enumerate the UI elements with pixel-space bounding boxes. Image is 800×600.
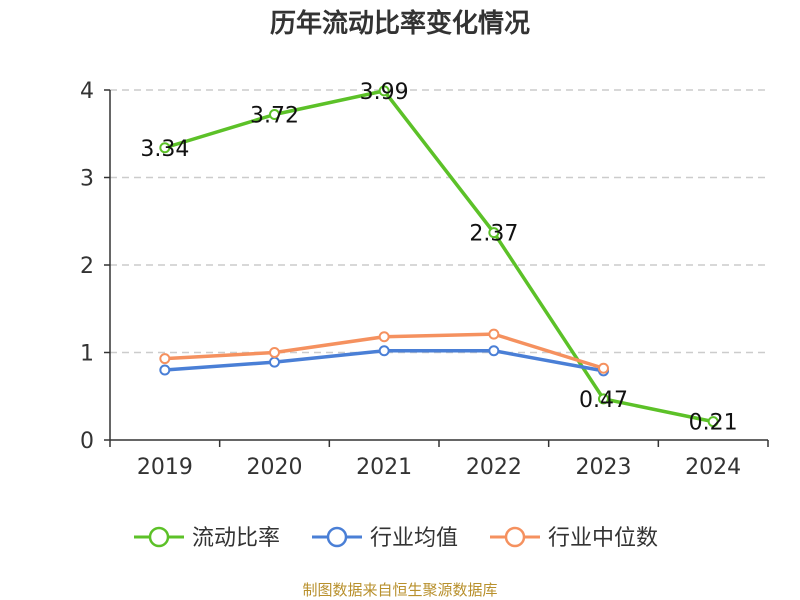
data-label: 3.72 xyxy=(250,104,299,129)
data-point[interactable] xyxy=(378,331,390,343)
data-point[interactable] xyxy=(598,362,609,374)
data-label: 2.37 xyxy=(469,222,518,247)
data-point[interactable] xyxy=(488,345,500,357)
legend-label: 行业中位数 xyxy=(548,526,658,551)
data-label: 0.47 xyxy=(579,388,628,413)
data-label: 3.34 xyxy=(140,137,189,162)
series-line-0 xyxy=(164,89,714,424)
data-point[interactable] xyxy=(159,142,171,154)
y-tick-label: 2 xyxy=(80,254,94,279)
data-point[interactable] xyxy=(269,347,280,358)
data-point[interactable] xyxy=(488,227,500,239)
data-point[interactable] xyxy=(378,345,390,357)
grid-lines xyxy=(110,89,768,354)
chart-title: 历年流动比率变化情况 xyxy=(270,8,530,39)
data-label: 0.21 xyxy=(689,411,738,436)
data-labels: 3.34 3.72 3.99 2.37 0.47 0.21 xyxy=(140,80,737,436)
y-tick-label: 3 xyxy=(80,167,94,192)
axes: 0 1 2 3 4 2019 2020 2021 2022 2023 2024 xyxy=(80,79,769,480)
data-point[interactable] xyxy=(598,393,609,405)
legend-item-0[interactable]: 流动比率 xyxy=(134,526,280,551)
legend-label: 流动比率 xyxy=(192,526,280,551)
x-tick-label: 2021 xyxy=(356,455,412,480)
y-tick-label: 1 xyxy=(80,342,94,367)
series-layer xyxy=(159,85,719,428)
legend-item-2[interactable]: 行业中位数 xyxy=(490,526,658,551)
data-point[interactable] xyxy=(378,85,390,97)
legend[interactable]: 流动比率 行业均值 行业中位数 xyxy=(134,526,658,551)
x-tick-label: 2023 xyxy=(576,455,632,480)
legend-swatch-marker xyxy=(148,526,170,548)
legend-label: 行业均值 xyxy=(370,526,458,551)
x-tick-label: 2019 xyxy=(137,455,193,480)
data-label: 3.99 xyxy=(360,80,409,105)
x-tick-label: 2020 xyxy=(247,455,303,480)
data-point[interactable] xyxy=(269,109,280,120)
source-note: 制图数据来自恒生聚源数据库 xyxy=(302,581,497,599)
y-tick-label: 0 xyxy=(80,429,94,454)
data-point[interactable] xyxy=(488,328,500,340)
legend-swatch-marker xyxy=(504,526,526,548)
data-point[interactable] xyxy=(269,356,280,368)
data-point[interactable] xyxy=(159,364,171,376)
x-tick-label: 2022 xyxy=(466,455,522,480)
y-tick-label: 4 xyxy=(80,79,94,104)
legend-item-1[interactable]: 行业均值 xyxy=(312,526,458,551)
data-point[interactable] xyxy=(159,353,171,365)
x-tick-label: 2024 xyxy=(685,455,741,480)
data-point[interactable] xyxy=(707,416,719,428)
legend-swatch-marker xyxy=(326,526,348,548)
